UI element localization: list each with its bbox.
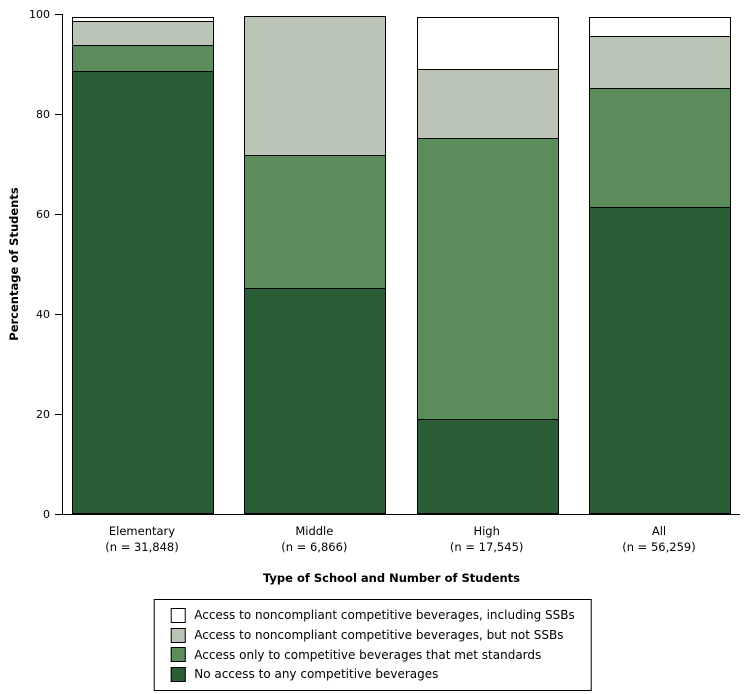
y-axis-tick bbox=[55, 413, 62, 415]
category-name: Middle bbox=[295, 524, 334, 538]
x-axis-title: Type of School and Number of Students bbox=[262, 571, 521, 585]
bar-segment bbox=[588, 17, 731, 37]
category-label-all: All (n = 56,259) bbox=[588, 523, 730, 555]
y-axis-tick-label: 0 bbox=[43, 507, 50, 521]
y-axis-tick-label: 40 bbox=[36, 307, 50, 321]
bar-segment bbox=[244, 16, 387, 156]
y-axis-tick-label: 60 bbox=[36, 207, 50, 221]
category-n-count: (n = 17,545) bbox=[449, 540, 524, 555]
y-axis-tick-label: 100 bbox=[29, 7, 50, 21]
bar-segment bbox=[588, 206, 731, 514]
bar-segment bbox=[416, 17, 559, 70]
y-axis-tick bbox=[55, 113, 62, 115]
category-label-middle: Middle (n = 6,866) bbox=[243, 523, 385, 555]
legend-label: No access to any competitive beverages bbox=[194, 667, 439, 682]
bar-segment bbox=[244, 287, 387, 514]
legend-item: Access to noncompliant competitive bever… bbox=[170, 627, 575, 644]
legend-swatch bbox=[170, 607, 186, 623]
legend: Access to noncompliant competitive bever… bbox=[153, 599, 592, 692]
legend-label: Access to noncompliant competitive bever… bbox=[194, 608, 575, 622]
y-axis-tick bbox=[55, 313, 62, 315]
category-label-elementary: Elementary (n = 31,848) bbox=[71, 523, 213, 555]
bar-segment bbox=[72, 71, 214, 514]
bar-segment bbox=[416, 419, 559, 514]
category-n-count: (n = 31,848) bbox=[105, 540, 179, 555]
legend-label: Access only to competitive beverages tha… bbox=[194, 647, 542, 662]
bar-segment bbox=[416, 68, 559, 139]
category-name: Elementary bbox=[108, 524, 176, 538]
bar-segment bbox=[72, 21, 214, 46]
bar-segment bbox=[588, 87, 731, 208]
category-label-high: High (n = 17,545) bbox=[416, 523, 558, 555]
bar-all bbox=[588, 14, 731, 514]
bar-segment bbox=[244, 155, 387, 289]
bar-segment bbox=[588, 36, 731, 89]
legend-item: Access only to competitive beverages tha… bbox=[170, 647, 575, 664]
bar-elementary bbox=[72, 14, 214, 514]
x-axis-category-labels: Elementary (n = 31,848) Middle (n = 6,866) H… bbox=[62, 523, 739, 555]
bar-segment bbox=[72, 45, 214, 72]
y-axis-tick bbox=[55, 513, 62, 515]
legend-label: Access to noncompliant competitive bever… bbox=[194, 627, 564, 642]
legend-swatch bbox=[170, 647, 186, 663]
y-axis-tick bbox=[55, 213, 62, 215]
y-axis-tick-label: 20 bbox=[36, 407, 50, 421]
category-n-count: (n = 56,259) bbox=[622, 540, 696, 555]
category-name: High bbox=[473, 524, 500, 538]
category-n-count: (n = 6,866) bbox=[281, 540, 348, 555]
y-axis-tick-label: 80 bbox=[36, 107, 50, 121]
bar-segment bbox=[416, 137, 559, 420]
category-name: All bbox=[651, 524, 667, 538]
bar-high bbox=[416, 14, 559, 514]
plot-area bbox=[62, 14, 740, 515]
bar-middle bbox=[244, 14, 387, 514]
legend-swatch bbox=[170, 627, 186, 643]
y-axis-tick bbox=[55, 13, 62, 15]
legend-item: Access to noncompliant competitive bever… bbox=[170, 607, 575, 624]
legend-item: No access to any competitive beverages bbox=[170, 666, 575, 683]
legend-swatch bbox=[170, 667, 186, 683]
